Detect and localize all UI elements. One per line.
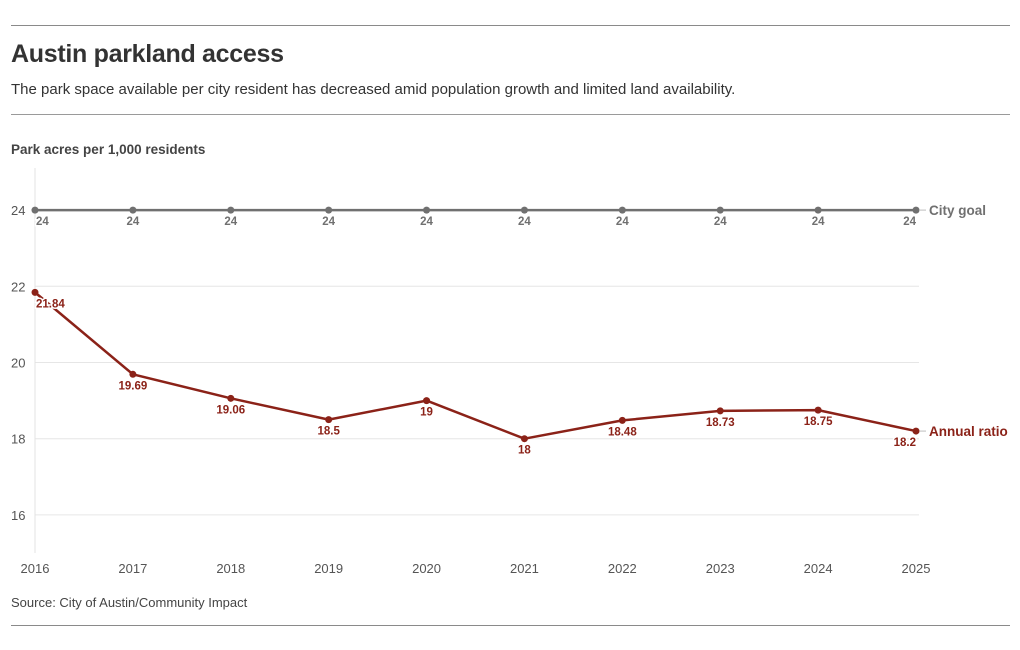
x-tick-label: 2023 bbox=[706, 561, 735, 576]
grid-lines bbox=[34, 168, 919, 553]
data-point bbox=[31, 206, 39, 214]
bottom-rule bbox=[11, 625, 1010, 626]
x-tick-label: 2024 bbox=[804, 561, 833, 576]
data-point bbox=[423, 206, 431, 214]
x-tick-label: 2017 bbox=[118, 561, 147, 576]
data-point bbox=[716, 206, 724, 214]
data-label: 19.06 bbox=[216, 404, 245, 416]
data-label: 24 bbox=[126, 216, 139, 228]
data-point bbox=[129, 370, 137, 378]
data-label: 19.69 bbox=[118, 380, 147, 392]
y-axis-label: Park acres per 1,000 residents bbox=[11, 142, 206, 157]
data-label: 24 bbox=[812, 216, 825, 228]
y-tick-label: 18 bbox=[11, 432, 25, 447]
x-tick-label: 2021 bbox=[510, 561, 539, 576]
data-point bbox=[129, 206, 137, 214]
data-point bbox=[520, 435, 528, 443]
data-label: 24 bbox=[420, 216, 433, 228]
data-labels: 24 24 24 24 24 24 24 24 24 24 City goal 21.84 19.69 1… bbox=[35, 203, 1008, 458]
series-label: Annual ratio bbox=[929, 424, 1008, 439]
data-label: 24 bbox=[714, 216, 727, 228]
data-point bbox=[814, 406, 822, 414]
data-point bbox=[227, 206, 235, 214]
data-label: 18.73 bbox=[706, 417, 735, 429]
x-tick-label: 2018 bbox=[216, 561, 245, 576]
source-note: Source: City of Austin/Community Impact bbox=[11, 595, 248, 610]
data-point bbox=[912, 206, 920, 214]
data-label: 24 bbox=[518, 216, 531, 228]
x-tick-label: 2016 bbox=[21, 561, 50, 576]
y-tick-label: 20 bbox=[11, 356, 25, 371]
y-tick-label: 22 bbox=[11, 279, 25, 294]
data-point bbox=[325, 416, 333, 424]
data-label: 24 bbox=[36, 216, 49, 228]
data-point bbox=[716, 407, 724, 415]
data-label: 18.48 bbox=[608, 426, 637, 438]
y-tick-label: 24 bbox=[11, 203, 25, 218]
data-label: 18 bbox=[518, 445, 531, 457]
data-label: 18.5 bbox=[317, 426, 340, 438]
data-label: 24 bbox=[903, 216, 916, 228]
data-label: 24 bbox=[616, 216, 629, 228]
data-label: 19 bbox=[420, 407, 433, 419]
data-point bbox=[520, 206, 528, 214]
header-divider bbox=[11, 114, 1010, 115]
page-subtitle: The park space available per city reside… bbox=[11, 81, 736, 98]
data-point bbox=[912, 427, 920, 435]
data-point bbox=[31, 288, 39, 296]
x-tick-label: 2020 bbox=[412, 561, 441, 576]
top-rule bbox=[11, 25, 1010, 26]
data-label: 21.84 bbox=[36, 298, 65, 310]
data-label: 24 bbox=[224, 216, 237, 228]
data-point bbox=[325, 206, 333, 214]
x-tick-label: 2025 bbox=[902, 561, 931, 576]
series bbox=[31, 206, 920, 443]
page-title: Austin parkland access bbox=[11, 40, 284, 68]
x-tick-label: 2022 bbox=[608, 561, 637, 576]
data-point bbox=[227, 394, 235, 402]
data-point bbox=[618, 416, 626, 424]
data-label: 24 bbox=[322, 216, 335, 228]
data-point bbox=[423, 397, 431, 405]
data-label: 18.2 bbox=[894, 437, 916, 449]
data-point bbox=[618, 206, 626, 214]
series-line-annual-ratio bbox=[33, 291, 918, 440]
data-label: 18.75 bbox=[804, 416, 833, 428]
x-tick-label: 2019 bbox=[314, 561, 343, 576]
data-point bbox=[814, 206, 822, 214]
y-tick-label: 16 bbox=[11, 508, 25, 523]
series-label: City goal bbox=[929, 203, 986, 218]
